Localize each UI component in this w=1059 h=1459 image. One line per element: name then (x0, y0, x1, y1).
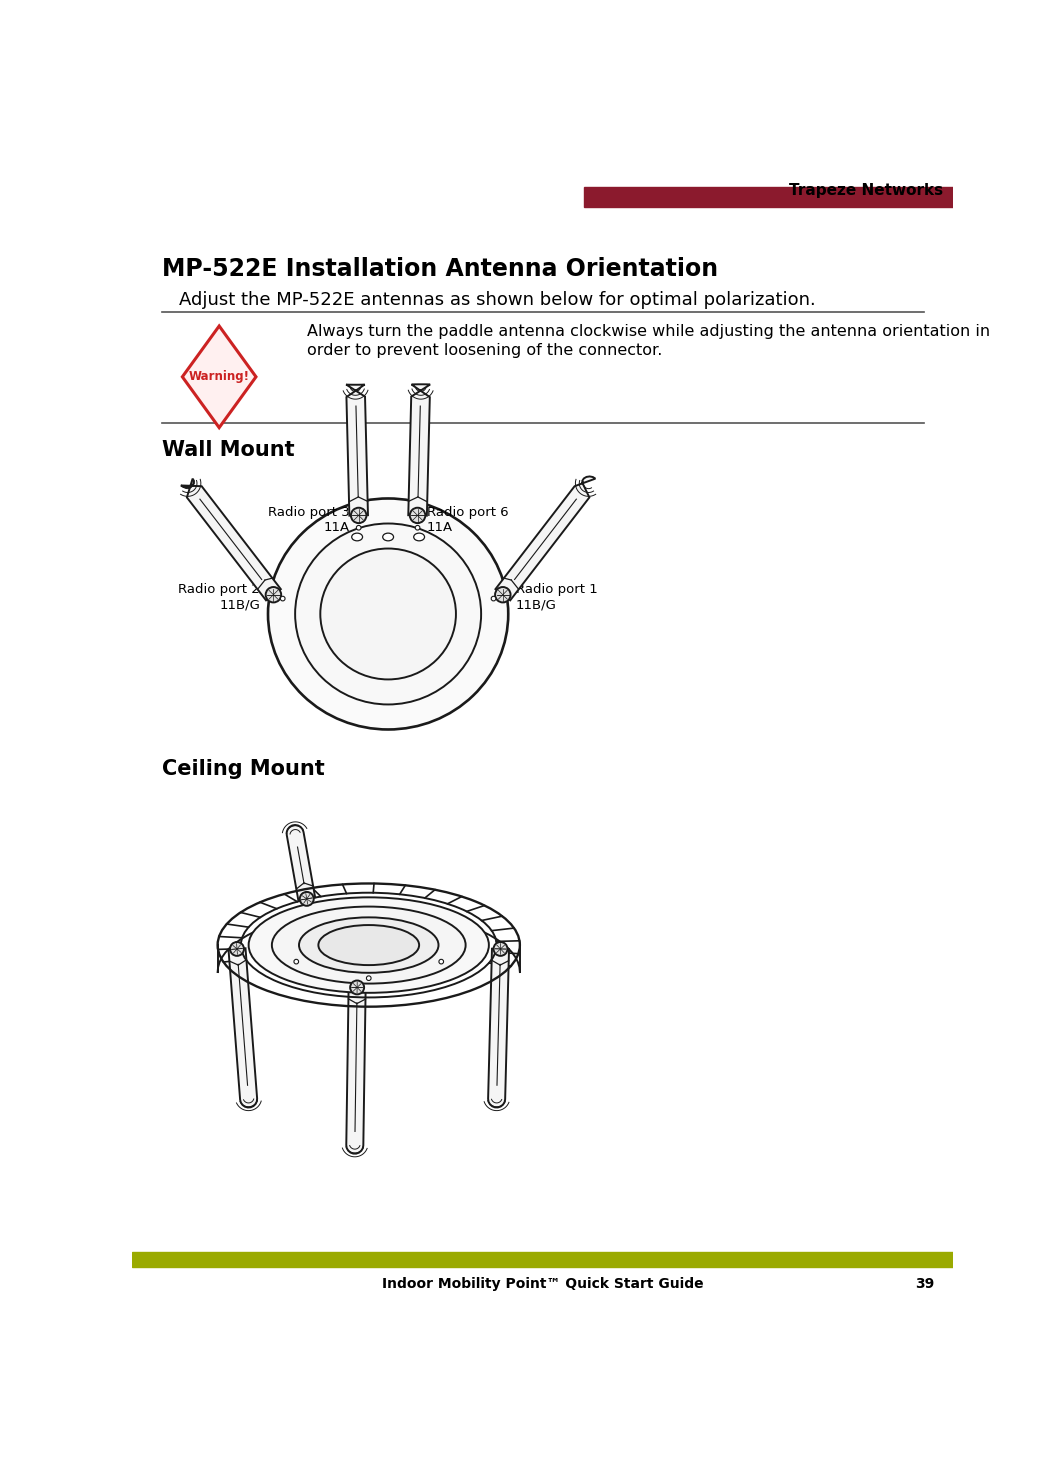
Ellipse shape (382, 533, 394, 541)
Text: Wall Mount: Wall Mount (162, 441, 294, 460)
Text: Adjust the MP-522E antennas as shown below for optimal polarization.: Adjust the MP-522E antennas as shown bel… (179, 290, 815, 309)
Text: MP-522E Installation Antenna Orientation: MP-522E Installation Antenna Orientation (162, 257, 718, 280)
Polygon shape (496, 477, 595, 600)
Ellipse shape (268, 499, 508, 730)
Ellipse shape (272, 906, 466, 983)
Text: Indoor Mobility Point™ Quick Start Guide: Indoor Mobility Point™ Quick Start Guide (381, 1277, 703, 1291)
Bar (585, 187, 953, 207)
Circle shape (281, 597, 285, 601)
Ellipse shape (249, 897, 489, 992)
Circle shape (356, 525, 361, 530)
Polygon shape (346, 385, 367, 515)
Circle shape (351, 980, 364, 995)
Circle shape (410, 508, 426, 524)
Text: Radio port 6
11A: Radio port 6 11A (427, 506, 508, 534)
Polygon shape (287, 824, 316, 900)
Bar (132, 1252, 953, 1266)
Polygon shape (181, 479, 281, 600)
Polygon shape (488, 948, 509, 1107)
Ellipse shape (319, 925, 419, 964)
Ellipse shape (352, 533, 362, 541)
Text: Radio port 1
11B/G: Radio port 1 11B/G (516, 584, 597, 611)
Ellipse shape (320, 549, 456, 680)
Ellipse shape (299, 918, 438, 973)
Circle shape (366, 976, 371, 980)
Circle shape (230, 943, 244, 956)
Polygon shape (346, 988, 365, 1154)
Polygon shape (409, 384, 430, 515)
Polygon shape (182, 325, 256, 427)
Circle shape (351, 508, 366, 524)
Text: Ceiling Mount: Ceiling Mount (162, 759, 324, 779)
Text: Always turn the paddle antenna clockwise while adjusting the antenna orientation: Always turn the paddle antenna clockwise… (307, 324, 990, 338)
Text: 39: 39 (915, 1277, 934, 1291)
Circle shape (495, 587, 510, 603)
Circle shape (491, 597, 496, 601)
Circle shape (415, 525, 420, 530)
Ellipse shape (295, 524, 481, 705)
Text: Radio port 3
11A: Radio port 3 11A (268, 506, 349, 534)
Circle shape (266, 587, 282, 603)
Text: Warning!: Warning! (189, 371, 250, 384)
Circle shape (294, 960, 299, 964)
Text: Radio port 2
11B/G: Radio port 2 11B/G (179, 584, 261, 611)
Polygon shape (229, 948, 257, 1107)
Circle shape (493, 943, 507, 956)
Circle shape (300, 891, 313, 906)
Text: Trapeze Networks: Trapeze Networks (789, 182, 943, 198)
Text: order to prevent loosening of the connector.: order to prevent loosening of the connec… (307, 343, 662, 357)
Circle shape (438, 960, 444, 964)
Ellipse shape (414, 533, 425, 541)
